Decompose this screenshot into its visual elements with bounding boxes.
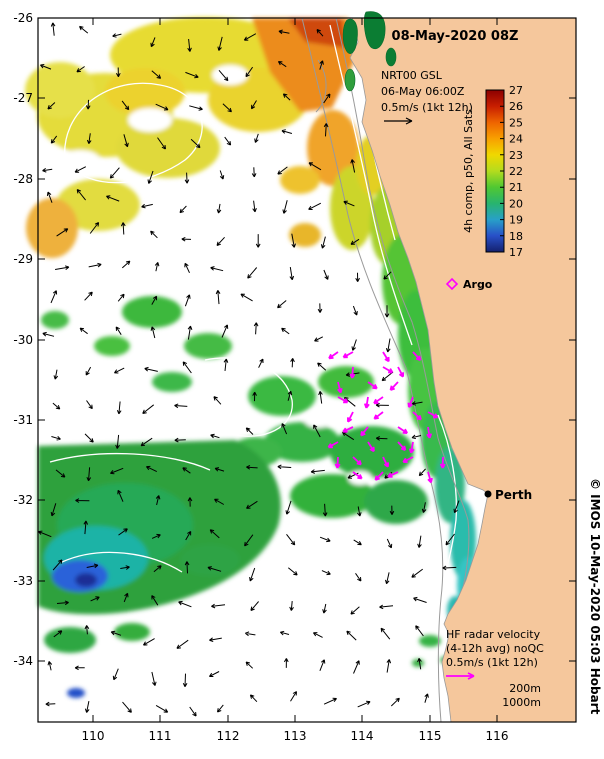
y-tick-label: -30 bbox=[13, 333, 33, 347]
plot-border bbox=[37, 17, 577, 723]
gsl-scale-arrow-icon bbox=[384, 117, 413, 125]
colorbar-tick-label: 22 bbox=[509, 165, 523, 178]
hf-radar-arrow-field bbox=[327, 351, 446, 484]
colorbar-tick-label: 17 bbox=[509, 246, 523, 259]
x-tick-label: 112 bbox=[217, 729, 240, 743]
hf-legend-title: HF radar velocity bbox=[446, 628, 541, 641]
colorbar-tick-label: 19 bbox=[509, 214, 523, 227]
depth-label-1000m: 1000m bbox=[502, 696, 541, 709]
land-mass bbox=[349, 17, 577, 723]
hf-legend-scale: 0.5m/s (1kt 12h) bbox=[446, 656, 538, 669]
datetime-label: 08-May-2020 08Z bbox=[392, 29, 519, 44]
perth-marker-icon bbox=[484, 490, 492, 498]
colorbar-tick-label: 23 bbox=[509, 149, 523, 162]
y-tick-label: -31 bbox=[13, 413, 33, 427]
sst-contour-lines bbox=[49, 24, 457, 586]
gsl-legend-scale: 0.5m/s (1kt 12h) bbox=[381, 101, 473, 114]
colorbar-tick-label: 20 bbox=[509, 197, 523, 210]
x-tick-label: 113 bbox=[284, 729, 307, 743]
argo-marker-icon bbox=[445, 277, 459, 291]
y-axis: -26 -27 -28 -29 -30 -31 -32 -33 -34 bbox=[13, 11, 33, 668]
colorbar: 27 26 25 24 23 22 21 20 19 18 17 4h comp… bbox=[462, 84, 523, 259]
y-tick-label: -32 bbox=[13, 493, 33, 507]
x-tick-label: 110 bbox=[82, 729, 105, 743]
perth-label: Perth bbox=[495, 488, 532, 502]
hf-legend-subtitle: (4-12h avg) noQC bbox=[446, 642, 544, 655]
y-tick-label: -29 bbox=[13, 252, 33, 266]
gsl-arrow-field bbox=[38, 22, 460, 717]
argo-label: Argo bbox=[463, 278, 493, 291]
x-tick-label: 111 bbox=[149, 729, 172, 743]
colorbar-tick-label: 21 bbox=[509, 181, 523, 194]
depth-label-200m: 200m bbox=[509, 682, 541, 695]
x-axis: 110 111 112 113 114 115 116 bbox=[82, 729, 509, 743]
x-tick-label: 116 bbox=[486, 729, 509, 743]
x-tick-label: 114 bbox=[351, 729, 374, 743]
gsl-legend-product: NRT00 GSL bbox=[381, 69, 443, 82]
colorbar-tick-label: 24 bbox=[509, 133, 523, 146]
colorbar-ticks bbox=[500, 89, 504, 253]
islands bbox=[342, 11, 397, 92]
colorbar-tick-label: 25 bbox=[509, 116, 523, 129]
y-tick-label: -27 bbox=[13, 91, 33, 105]
colorbar-tick-label: 26 bbox=[509, 100, 523, 113]
colorbar-axis-label: 4h comp, p50, All Sats bbox=[462, 109, 475, 233]
y-tick-label: -28 bbox=[13, 172, 33, 186]
y-tick-label: -34 bbox=[13, 654, 33, 668]
colorbar-tick-label: 18 bbox=[509, 230, 523, 243]
axis-tick-marks bbox=[38, 17, 576, 722]
y-tick-label: -33 bbox=[13, 574, 33, 588]
y-tick-label: -26 bbox=[13, 11, 33, 25]
gsl-legend-time: 06-May 06:00Z bbox=[381, 85, 465, 98]
copyright-vertical-text: © IMOS 10-May-2020 05:03 Hobart bbox=[588, 478, 602, 715]
colorbar-tick-label: 27 bbox=[509, 84, 523, 97]
x-tick-label: 115 bbox=[419, 729, 442, 743]
hf-scale-arrow-icon bbox=[446, 672, 475, 680]
